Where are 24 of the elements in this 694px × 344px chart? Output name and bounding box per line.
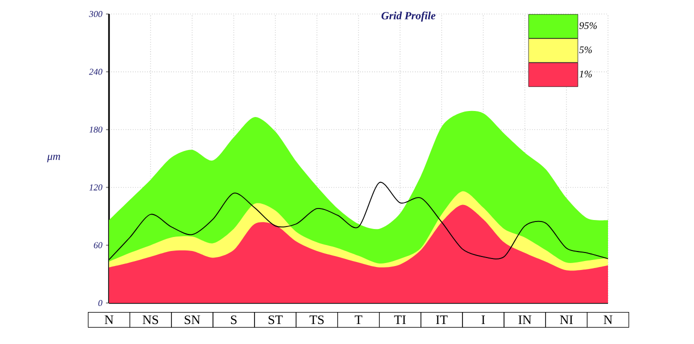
x-tick-label: NS [142, 315, 158, 324]
y-axis-title: μm [47, 154, 60, 162]
y-tick-label: 240 [89, 68, 102, 75]
x-tick-label: I [482, 316, 485, 324]
legend-label: 1% [579, 70, 592, 78]
x-tick-label: N [104, 316, 114, 324]
x-tick-label: T [354, 316, 362, 324]
x-tick-label: SN [184, 315, 200, 324]
legend-label: 95% [579, 22, 597, 29]
y-tick-label: 180 [89, 126, 102, 133]
y-tick-label: 300 [89, 10, 102, 18]
chart-title: Grid Profile [382, 12, 436, 22]
y-tick-label: 120 [89, 184, 102, 190]
x-tick-label: NI [560, 316, 573, 324]
x-tick-label: TS [310, 315, 324, 324]
x-tick-label: IT [436, 316, 448, 324]
legend-label: 5% [579, 46, 592, 54]
x-tick-label: N [604, 316, 612, 324]
y-tick-label: 0 [98, 300, 102, 306]
y-tick-label: 60 [94, 242, 102, 248]
x-tick-label: S [231, 315, 237, 324]
x-tick-label: TI [394, 316, 406, 324]
x-tick-label: IN [518, 316, 532, 324]
x-tick-label: ST [268, 315, 283, 324]
